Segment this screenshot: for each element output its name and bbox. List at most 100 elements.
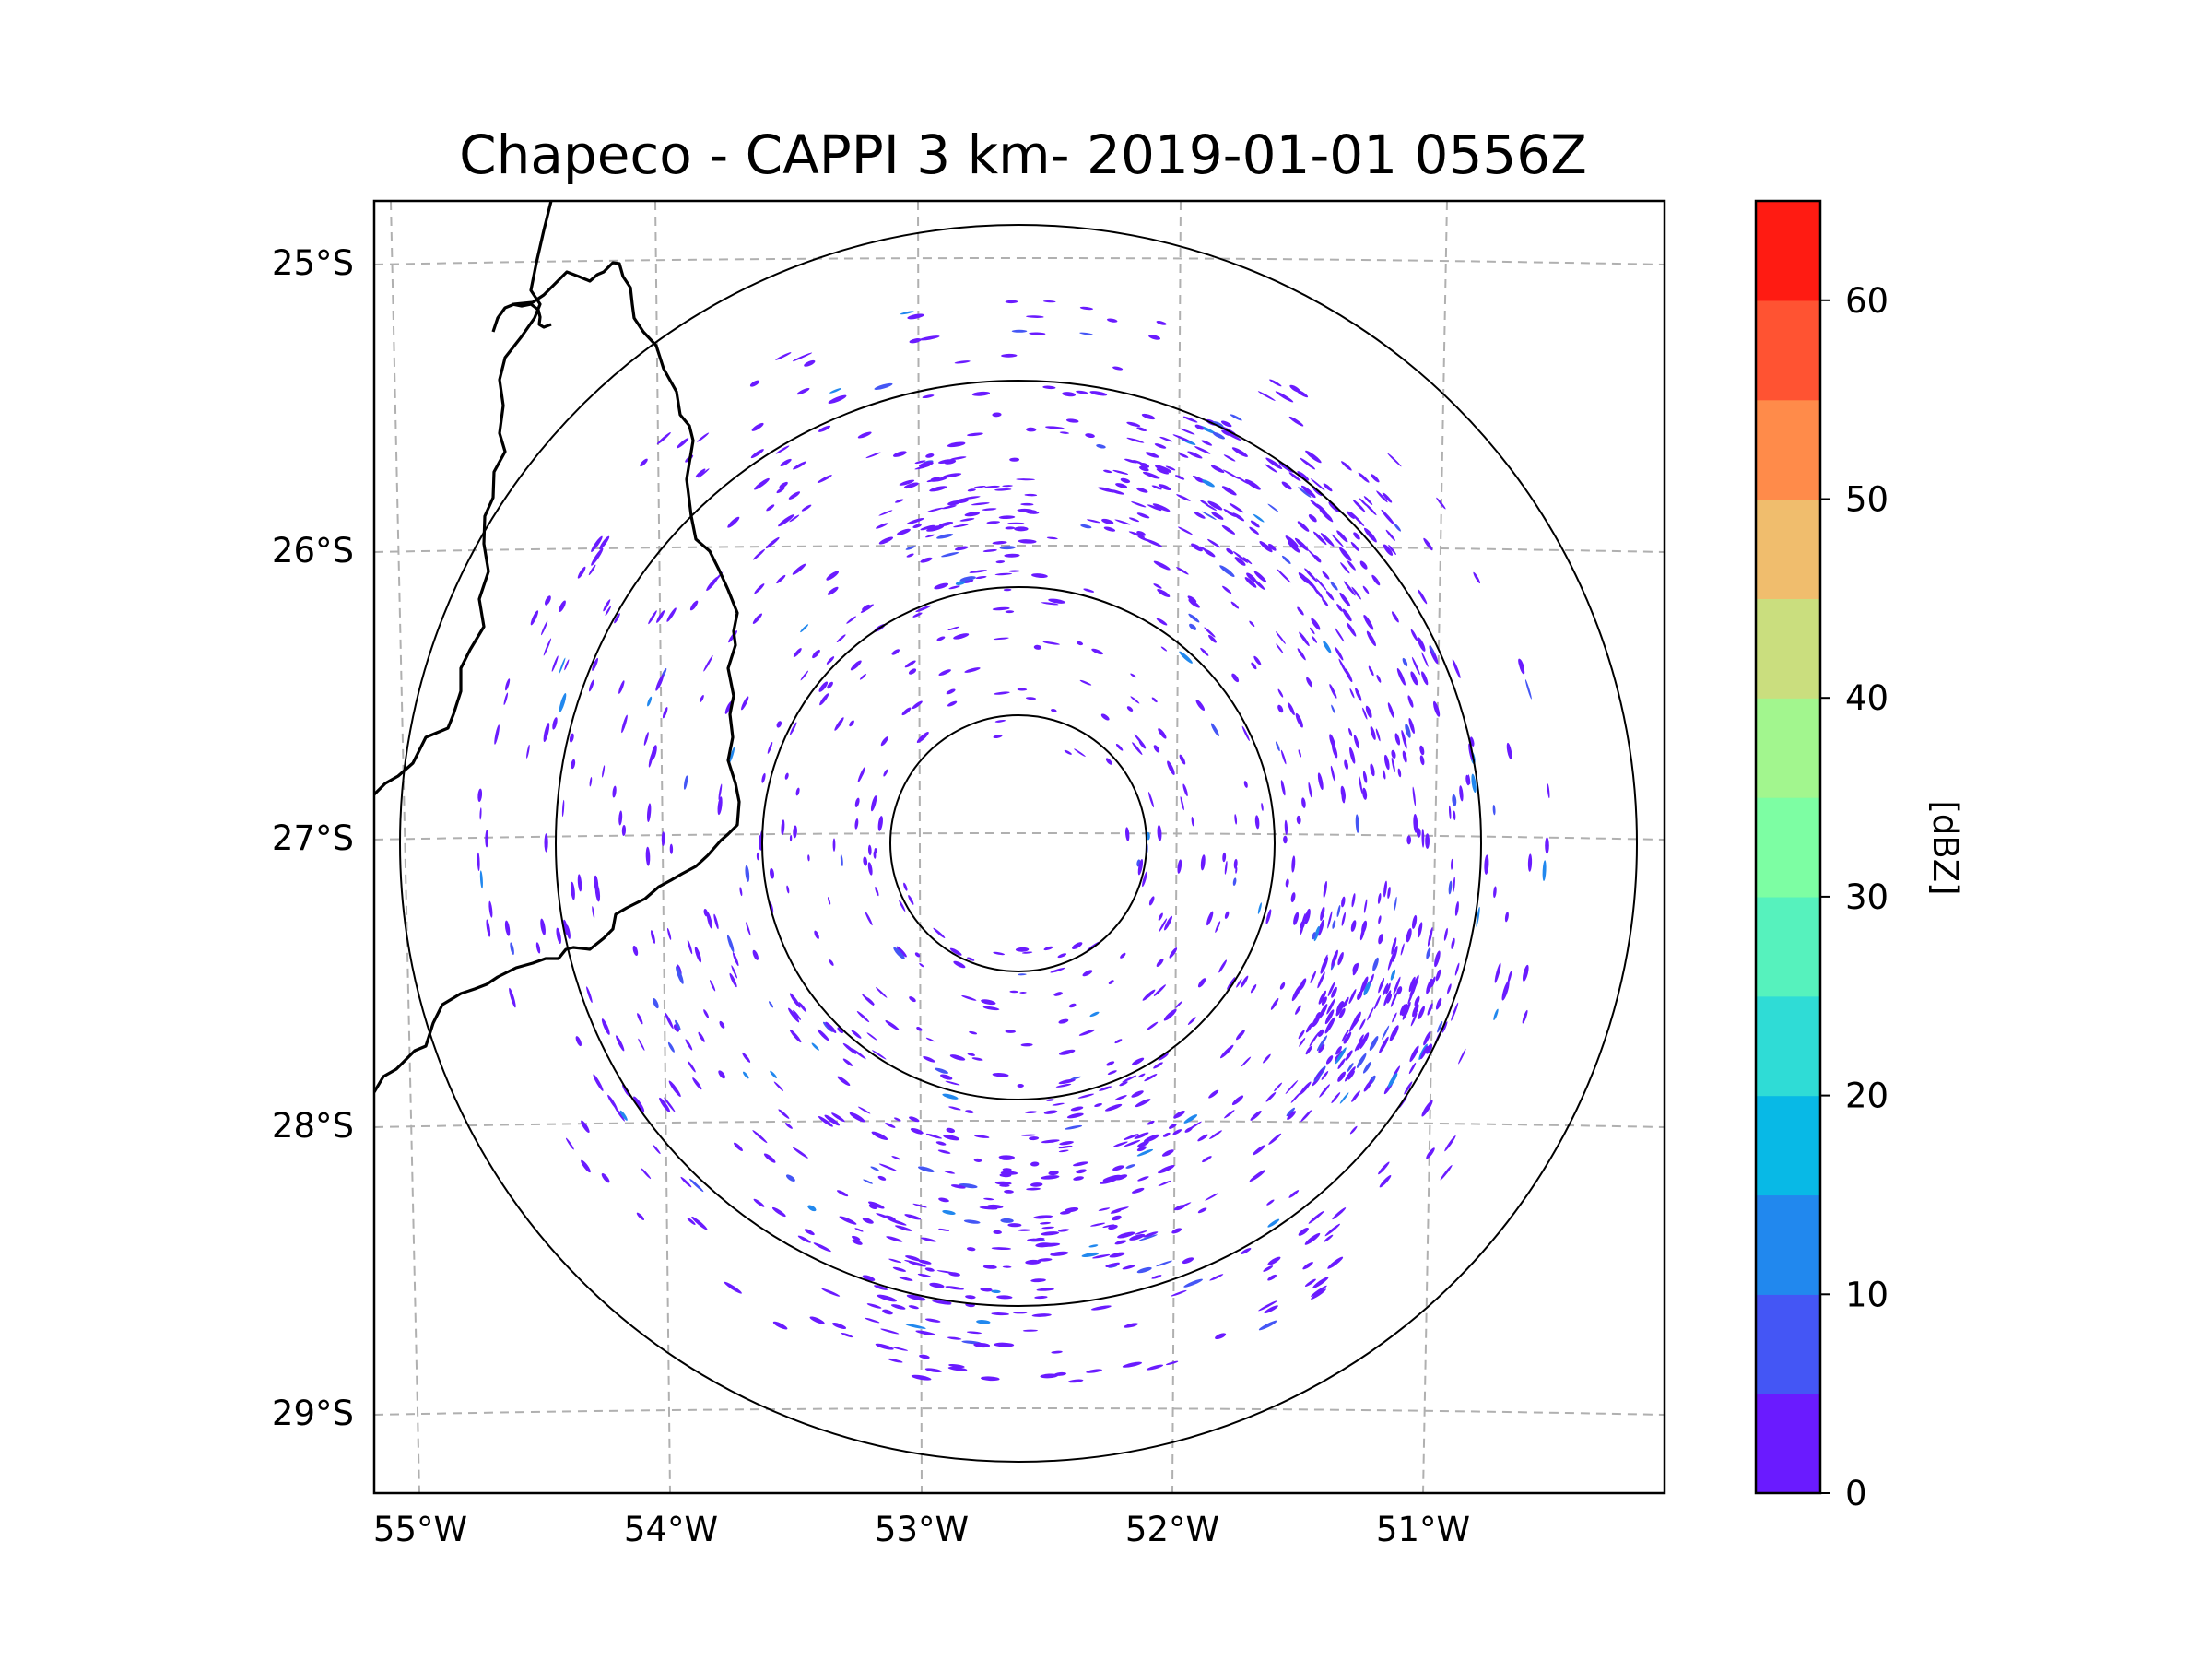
echo-cell [1200, 647, 1209, 656]
echo-cell [1024, 493, 1038, 497]
echo-cell [1359, 775, 1363, 794]
echo-cell [788, 491, 801, 500]
echo-cell [860, 770, 865, 777]
echo-cell [1382, 492, 1393, 503]
echo-cell [948, 585, 960, 590]
echo-cell [1383, 880, 1387, 898]
echo-cell [852, 1239, 863, 1245]
echo-cell [895, 1225, 912, 1231]
echo-cell [1123, 1134, 1139, 1141]
parallel-line [374, 1407, 1665, 1416]
echo-cell [1320, 957, 1329, 974]
echo-cell [1383, 754, 1390, 771]
echo-cell [1086, 1369, 1102, 1373]
echo-cell [1317, 1029, 1324, 1038]
echo-cell [1372, 957, 1379, 971]
echo-cell [698, 468, 710, 478]
echo-cell [1345, 1050, 1353, 1061]
echo-cell [1222, 469, 1240, 479]
echo-cell [1055, 1083, 1072, 1088]
echo-cell [1146, 1364, 1164, 1371]
echo-cell [1172, 434, 1192, 442]
echo-cell [656, 610, 665, 623]
echo-cell [831, 1112, 845, 1123]
echo-cell [912, 612, 923, 618]
echo-cell [1099, 1086, 1112, 1091]
echo-cell [1017, 688, 1028, 691]
echo-cell [1107, 1070, 1117, 1076]
echo-cell [751, 422, 764, 431]
echo-cell [1411, 656, 1420, 676]
echo-cell [1177, 859, 1182, 874]
echo-cell [1350, 541, 1359, 552]
echo-cell [938, 1197, 949, 1203]
echo-cell [938, 1228, 950, 1231]
echo-cell [559, 600, 566, 612]
echo-cell [1067, 1379, 1084, 1383]
colorbar-band [1756, 698, 1820, 798]
echo-cell [540, 918, 546, 935]
echo-cell [992, 541, 1007, 545]
echo-cell [1324, 1017, 1335, 1034]
range-rings [399, 224, 1638, 1463]
echo-cell [965, 1295, 976, 1300]
parallel-line [374, 1120, 1665, 1128]
echo-cell [941, 505, 957, 510]
echo-cell [1227, 977, 1236, 990]
echo-cell [1365, 705, 1372, 719]
echo-cell [1411, 974, 1419, 994]
echo-cell [964, 667, 981, 673]
echo-cell [1295, 712, 1303, 728]
echo-cell [1156, 468, 1170, 475]
echo-cell [1308, 1210, 1324, 1224]
echo-cell [1276, 631, 1286, 644]
echo-cell [1202, 1156, 1212, 1163]
echo-cell [1363, 527, 1377, 543]
echo-cell [677, 438, 689, 449]
echo-cell [1019, 991, 1027, 994]
echo-cell [605, 606, 611, 617]
echo-cell [1051, 1350, 1063, 1354]
echo-cell [655, 674, 665, 691]
echo-cell [1267, 1274, 1277, 1281]
echo-cell [1312, 1277, 1329, 1288]
lon-label-53w: 53°W [875, 1510, 969, 1549]
echo-cell [1377, 892, 1382, 904]
echo-cell [1100, 713, 1110, 721]
echo-cell [981, 999, 996, 1006]
echo-cell [1401, 729, 1407, 749]
echo-cell [1215, 921, 1221, 933]
echo-cell [1285, 878, 1289, 888]
echo-cell [1378, 1161, 1390, 1175]
echo-cell [1421, 1100, 1433, 1117]
echo-cell [692, 1077, 702, 1090]
echo-cell [1298, 1227, 1309, 1236]
echo-cell [1382, 770, 1386, 780]
echo-cell [916, 732, 929, 743]
echo-cell [1162, 1132, 1171, 1137]
echo-cell [1545, 837, 1549, 854]
echo-cell [770, 1070, 777, 1078]
echo-cell [914, 952, 921, 958]
echo-cell [899, 900, 906, 912]
echo-cell [890, 1304, 906, 1310]
echo-cell [982, 548, 997, 553]
echo-cell [1130, 696, 1140, 704]
echo-cell [1015, 947, 1030, 952]
echo-cell [1304, 1232, 1321, 1245]
echo-cell [766, 504, 775, 512]
echo-cell [1110, 1209, 1122, 1214]
echo-cell [732, 952, 739, 967]
echo-cell [971, 391, 991, 396]
colorbar-band [1756, 300, 1820, 401]
echo-cell [866, 1303, 882, 1309]
echo-cell [1371, 574, 1381, 586]
echo-cell [1298, 749, 1301, 758]
echo-cell [1547, 783, 1550, 799]
echo-cell [818, 1116, 833, 1127]
echo-cell [1253, 655, 1262, 665]
colorbar-band [1756, 896, 1820, 997]
echo-cell [1371, 474, 1380, 483]
echo-cell [544, 595, 551, 606]
echo-cell [683, 775, 688, 790]
